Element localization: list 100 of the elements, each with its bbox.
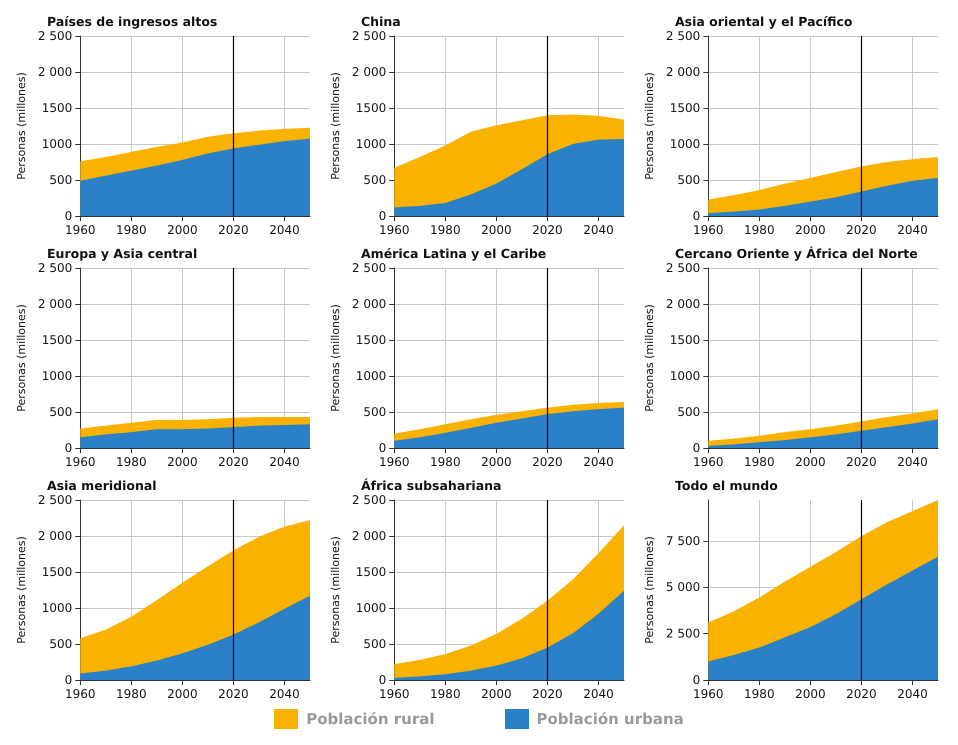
y-tick-label: 0	[378, 673, 386, 687]
y-tick-label: 2 000	[38, 529, 72, 543]
x-tick-label: 1960	[64, 455, 96, 469]
y-tick-label: 0	[64, 209, 72, 223]
y-tick-label: 0	[378, 441, 386, 455]
chart-title: China	[361, 14, 401, 29]
y-axis-title: Personas (millones)	[329, 536, 342, 644]
legend-label: Población urbana	[536, 710, 684, 728]
y-tick-label: 2 500	[38, 493, 72, 507]
y-tick-label: 1000	[42, 369, 72, 383]
chart-title: Todo el mundo	[675, 478, 778, 493]
x-tick-label: 1960	[378, 223, 410, 237]
legend-label: Población rural	[306, 710, 434, 728]
y-tick-label: 500	[49, 637, 72, 651]
x-tick-label: 2000	[481, 223, 512, 237]
y-axis-title: Personas (millones)	[643, 72, 656, 180]
x-tick-label: 2020	[846, 687, 877, 701]
x-tick-label: 2000	[167, 223, 198, 237]
y-axis-title: Personas (millones)	[15, 536, 28, 644]
y-tick-label: 0	[692, 673, 700, 687]
chart-title: Asia oriental y el Pacífico	[675, 14, 853, 29]
y-tick-label: 1500	[670, 333, 700, 347]
y-tick-label: 0	[64, 441, 72, 455]
y-tick-label: 500	[363, 405, 386, 419]
y-tick-label: 1500	[42, 333, 72, 347]
x-tick-label: 1980	[744, 223, 775, 237]
x-tick-label: 2040	[269, 687, 300, 701]
x-tick-label: 1980	[744, 455, 775, 469]
y-tick-label: 1000	[356, 137, 386, 151]
y-axis-title: Personas (millones)	[329, 72, 342, 180]
y-tick-label: 7 500	[666, 534, 700, 548]
x-tick-label: 2040	[583, 455, 614, 469]
x-tick-label: 2000	[167, 455, 198, 469]
y-tick-label: 1500	[356, 565, 386, 579]
y-tick-label: 2 000	[352, 297, 386, 311]
x-tick-label: 2040	[583, 223, 614, 237]
x-tick-label: 2040	[269, 223, 300, 237]
x-tick-label: 1960	[692, 223, 724, 237]
y-tick-label: 2 000	[352, 529, 386, 543]
y-tick-label: 500	[677, 405, 700, 419]
x-tick-label: 1980	[430, 223, 461, 237]
x-tick-label: 2000	[481, 687, 512, 701]
x-tick-label: 2020	[846, 455, 877, 469]
x-tick-label: 2020	[218, 687, 249, 701]
x-tick-label: 2000	[795, 687, 826, 701]
x-tick-label: 2040	[897, 687, 928, 701]
y-tick-label: 1000	[356, 369, 386, 383]
y-tick-label: 0	[692, 441, 700, 455]
x-tick-label: 1960	[64, 223, 96, 237]
x-tick-label: 1960	[692, 687, 724, 701]
y-tick-label: 1000	[356, 601, 386, 615]
y-tick-label: 1500	[356, 333, 386, 347]
x-tick-label: 1980	[430, 687, 461, 701]
y-tick-label: 0	[64, 673, 72, 687]
y-tick-label: 5 000	[666, 580, 700, 594]
y-tick-label: 2 000	[38, 297, 72, 311]
x-tick-label: 1960	[378, 455, 410, 469]
y-tick-label: 2 000	[666, 65, 700, 79]
y-axis-title: Personas (millones)	[15, 72, 28, 180]
y-axis-title: Personas (millones)	[643, 304, 656, 412]
x-tick-label: 2020	[532, 687, 563, 701]
x-tick-label: 1980	[116, 687, 147, 701]
x-tick-label: 2020	[218, 455, 249, 469]
y-tick-label: 0	[692, 209, 700, 223]
y-tick-label: 1500	[670, 101, 700, 115]
x-tick-label: 2040	[897, 455, 928, 469]
x-tick-label: 2040	[269, 455, 300, 469]
y-tick-label: 500	[363, 637, 386, 651]
y-tick-label: 1000	[42, 137, 72, 151]
x-tick-label: 1960	[378, 687, 410, 701]
y-tick-label: 2 000	[38, 65, 72, 79]
y-tick-label: 500	[49, 405, 72, 419]
y-axis-title: Personas (millones)	[643, 536, 656, 644]
y-tick-label: 2 500	[352, 261, 386, 275]
chart-title: Cercano Oriente y África del Norte	[675, 246, 918, 261]
x-tick-label: 2000	[795, 223, 826, 237]
x-tick-label: 2040	[897, 223, 928, 237]
y-tick-label: 2 000	[352, 65, 386, 79]
chart-title: Europa y Asia central	[47, 246, 198, 261]
x-tick-label: 1980	[744, 687, 775, 701]
y-tick-label: 500	[49, 173, 72, 187]
y-tick-label: 1500	[42, 565, 72, 579]
y-tick-label: 1500	[356, 101, 386, 115]
y-tick-label: 2 000	[666, 297, 700, 311]
y-tick-label: 2 500	[666, 626, 700, 641]
x-tick-label: 2020	[532, 223, 563, 237]
x-tick-label: 2020	[846, 223, 877, 237]
y-tick-label: 2 500	[352, 493, 386, 507]
y-tick-label: 0	[378, 209, 386, 223]
x-tick-label: 1980	[430, 455, 461, 469]
chart-title: Países de ingresos altos	[47, 14, 218, 29]
x-tick-label: 2020	[218, 223, 249, 237]
x-tick-label: 1980	[116, 455, 147, 469]
y-tick-label: 2 500	[38, 29, 72, 43]
x-tick-label: 2000	[481, 455, 512, 469]
y-tick-label: 500	[677, 173, 700, 187]
y-tick-label: 1000	[670, 369, 700, 383]
chart-title: Asia meridional	[47, 478, 157, 493]
chart-title: América Latina y el Caribe	[361, 246, 546, 261]
y-tick-label: 1000	[42, 601, 72, 615]
